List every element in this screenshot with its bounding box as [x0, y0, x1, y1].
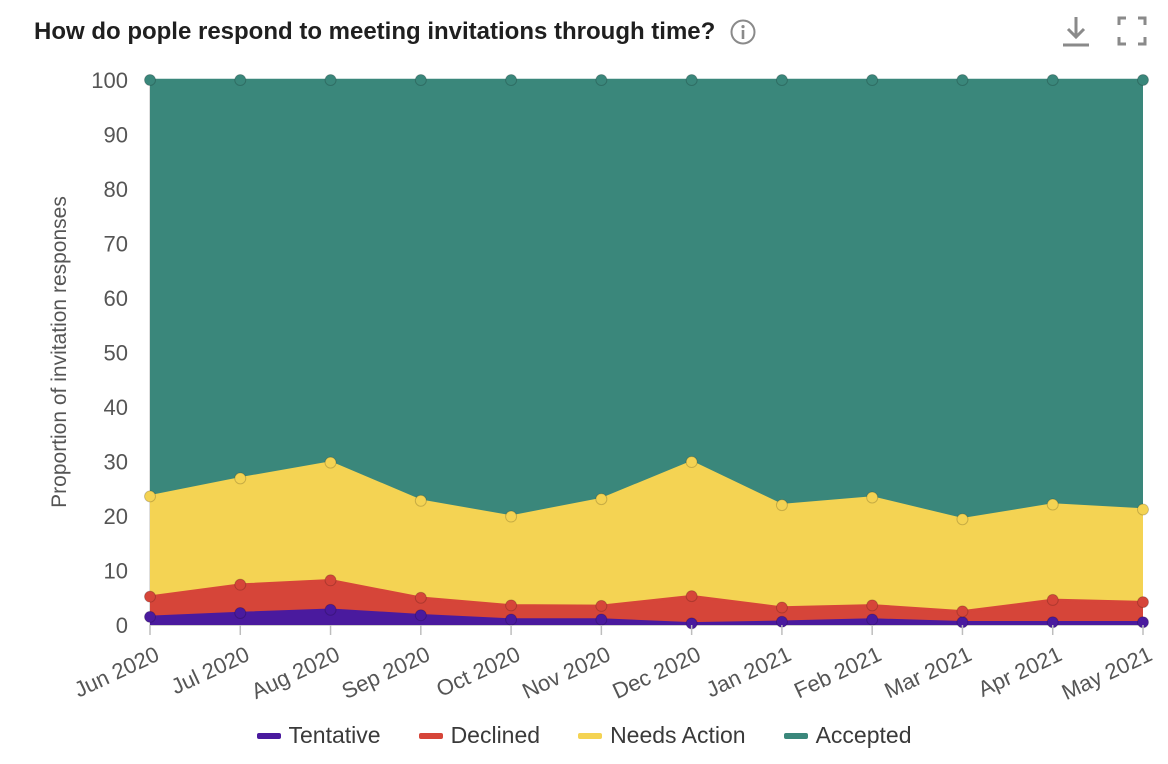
download-icon[interactable]	[1060, 14, 1092, 48]
area-needs-action	[150, 462, 1143, 612]
x-tick-label: Oct 2020	[432, 641, 523, 701]
point-needs-action[interactable]	[1137, 503, 1149, 516]
point-tentative[interactable]	[234, 607, 247, 620]
point-needs-action[interactable]	[144, 490, 156, 503]
legend-label: Accepted	[815, 722, 912, 748]
point-accepted[interactable]	[595, 74, 608, 86]
y-tick-label: 40	[104, 395, 128, 420]
y-tick-label: 10	[104, 559, 128, 584]
x-tick-label: Aug 2020	[247, 641, 343, 703]
point-accepted[interactable]	[956, 74, 969, 86]
series-lines	[149, 78, 1144, 625]
series-points	[144, 74, 1149, 630]
area-accepted	[150, 80, 1143, 520]
point-needs-action[interactable]	[234, 472, 247, 485]
point-needs-action[interactable]	[505, 510, 518, 523]
x-tick-label: Feb 2021	[790, 641, 885, 703]
y-tick-label: 50	[104, 341, 128, 366]
x-tick-label: Jul 2020	[167, 641, 253, 699]
point-accepted[interactable]	[234, 74, 247, 86]
point-accepted[interactable]	[866, 74, 879, 86]
point-declined[interactable]	[956, 605, 969, 618]
chart-header: How do pople respond to meeting invitati…	[34, 12, 757, 52]
legend-swatch	[418, 732, 443, 739]
point-needs-action[interactable]	[324, 456, 337, 469]
x-tick-label: Nov 2020	[518, 641, 614, 703]
line-needs-action	[149, 460, 1144, 521]
point-needs-action[interactable]	[775, 499, 788, 512]
point-accepted[interactable]	[324, 74, 337, 86]
info-circle-icon[interactable]	[729, 18, 757, 46]
x-tick-label: Dec 2020	[609, 641, 705, 703]
point-accepted[interactable]	[1137, 74, 1149, 86]
point-declined[interactable]	[505, 599, 518, 612]
point-declined[interactable]	[866, 599, 879, 612]
legend-label: Declined	[450, 722, 541, 748]
point-declined[interactable]	[775, 601, 788, 614]
point-needs-action[interactable]	[956, 513, 969, 526]
point-tentative[interactable]	[414, 609, 427, 622]
point-tentative[interactable]	[144, 610, 156, 623]
point-declined[interactable]	[234, 578, 247, 591]
point-needs-action[interactable]	[685, 456, 698, 469]
legend-swatch	[783, 732, 808, 739]
y-axis-label: Proportion of invitation responses	[48, 196, 71, 508]
point-declined[interactable]	[1137, 596, 1149, 609]
point-declined[interactable]	[324, 574, 337, 587]
fullscreen-icon[interactable]	[1116, 14, 1148, 48]
point-accepted[interactable]	[685, 74, 698, 86]
point-tentative[interactable]	[505, 613, 518, 626]
chart-legend: Tentative Declined Needs Action Accepted	[0, 722, 1168, 749]
point-accepted[interactable]	[505, 74, 518, 86]
line-declined	[149, 579, 1144, 613]
y-tick-label: 0	[116, 613, 128, 638]
y-axis-ticks: 0 10 20 30 40 50 60 70 80 90 100	[91, 68, 128, 638]
legend-item-tentative[interactable]: Tentative	[256, 722, 381, 749]
point-tentative[interactable]	[866, 613, 879, 626]
point-declined[interactable]	[685, 590, 698, 603]
series-areas	[150, 80, 1143, 625]
point-tentative[interactable]	[595, 613, 608, 626]
point-declined[interactable]	[595, 599, 608, 612]
point-accepted[interactable]	[775, 74, 788, 86]
point-accepted[interactable]	[144, 74, 156, 86]
point-needs-action[interactable]	[414, 494, 427, 507]
point-needs-action[interactable]	[866, 491, 879, 504]
x-tick-label: Jan 2021	[702, 641, 795, 702]
point-needs-action[interactable]	[595, 493, 608, 506]
point-accepted[interactable]	[1046, 74, 1059, 86]
point-declined[interactable]	[144, 590, 156, 603]
y-tick-label: 90	[104, 123, 128, 148]
legend-item-needs-action[interactable]: Needs Action	[578, 722, 746, 749]
line-tentative	[149, 608, 1143, 625]
x-tick-label: May 2021	[1058, 641, 1156, 704]
x-tick-label: Sep 2020	[338, 641, 434, 703]
point-declined[interactable]	[1046, 593, 1059, 606]
y-tick-label: 30	[104, 450, 128, 475]
chart-title: How do pople respond to meeting invitati…	[34, 18, 716, 45]
legend-swatch	[578, 732, 603, 739]
x-tick-label: Apr 2021	[974, 641, 1065, 701]
y-tick-label: 100	[91, 68, 128, 93]
x-tick-label: Mar 2021	[881, 641, 976, 703]
legend-label: Tentative	[288, 722, 381, 748]
legend-swatch	[256, 732, 281, 739]
point-tentative[interactable]	[324, 603, 337, 616]
legend-label: Needs Action	[610, 722, 746, 748]
y-tick-label: 60	[104, 286, 128, 311]
legend-item-declined[interactable]: Declined	[418, 722, 541, 749]
y-tick-label: 70	[104, 232, 128, 257]
y-tick-label: 80	[104, 177, 128, 202]
point-declined[interactable]	[414, 591, 427, 604]
point-accepted[interactable]	[414, 74, 427, 86]
y-tick-label: 20	[104, 504, 128, 529]
point-needs-action[interactable]	[1046, 498, 1059, 511]
x-tick-label: Jun 2020	[70, 641, 163, 702]
legend-item-accepted[interactable]: Accepted	[783, 722, 912, 749]
